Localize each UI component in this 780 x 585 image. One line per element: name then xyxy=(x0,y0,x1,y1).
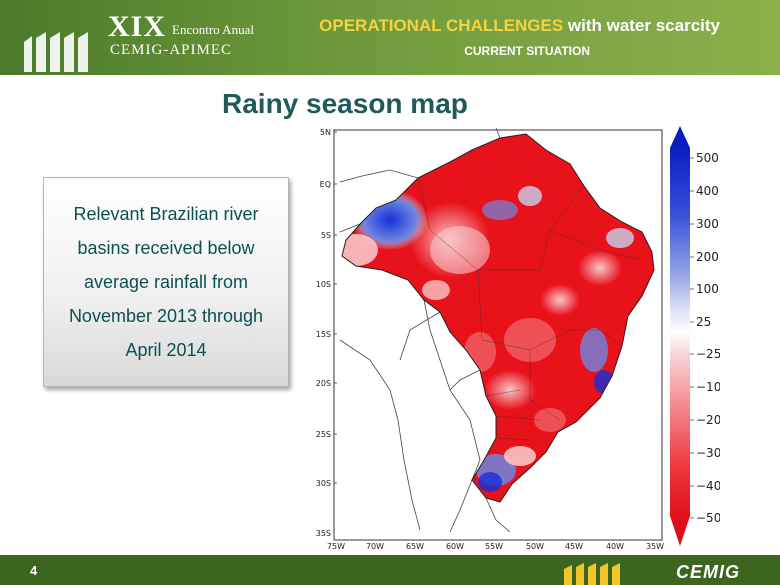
lat-label: EQ xyxy=(320,180,331,189)
page-title: Rainy season map xyxy=(222,88,468,119)
lat-label: 25S xyxy=(316,430,331,439)
legend-label: −400 xyxy=(696,479,720,493)
rainfall-anomaly-map: 5N EQ 5S 10S 15S 20S 25S 30S 35S 75W 70W… xyxy=(316,126,720,550)
lat-label: 35S xyxy=(316,529,331,538)
legend-label: −25 xyxy=(696,347,720,361)
brazil-outline xyxy=(341,133,655,503)
legend-label: 300 xyxy=(696,217,719,231)
event-roman-numeral: XIX xyxy=(108,10,167,43)
lat-label: 15S xyxy=(316,330,331,339)
colorbar-scale xyxy=(670,148,690,516)
lon-label: 75W xyxy=(327,542,345,550)
header-title-rest: with water scarcity xyxy=(563,16,720,35)
lat-label: 30S xyxy=(316,479,331,488)
colorbar-top-arrow xyxy=(670,126,690,148)
legend-label: −200 xyxy=(696,413,720,427)
lon-label: 50W xyxy=(526,542,544,550)
event-subtitle: Encontro Anual xyxy=(172,22,254,37)
legend-label: −500 xyxy=(696,511,720,525)
header-subtitle: CURRENT SITUATION xyxy=(464,44,590,58)
legend-label: 25 xyxy=(696,315,711,329)
lon-label: 60W xyxy=(446,542,464,550)
legend-label: −100 xyxy=(696,380,720,394)
cemig-logo-icon xyxy=(24,32,88,72)
legend-label: 400 xyxy=(696,184,719,198)
footer-bar xyxy=(0,555,780,585)
callout-box: Relevant Brazilian river basins received… xyxy=(43,177,289,387)
lon-label: 35W xyxy=(646,542,664,550)
colorbar-bottom-arrow xyxy=(670,516,690,546)
state-borders xyxy=(417,177,643,441)
lon-label: 55W xyxy=(485,542,503,550)
lat-label: 20S xyxy=(316,379,331,388)
page-number: 4 xyxy=(30,563,38,578)
header-bar: XIX Encontro Anual CEMIG-APIMEC OPERATIO… xyxy=(0,0,780,75)
footer-brand: CEMIG xyxy=(676,562,741,582)
lon-label: 65W xyxy=(406,542,424,550)
event-organization: CEMIG-APIMEC xyxy=(110,42,233,58)
lat-label: 10S xyxy=(316,280,331,289)
colorbar-legend: 500 400 300 200 100 25 −25 −100 −200 −30… xyxy=(670,126,720,546)
lat-label: 5S xyxy=(321,231,331,240)
legend-label: 200 xyxy=(696,250,719,264)
legend-label: 100 xyxy=(696,282,719,296)
callout-text: Relevant Brazilian river basins received… xyxy=(68,204,264,360)
header-title-accent: OPERATIONAL CHALLENGES xyxy=(319,16,564,35)
lon-label: 45W xyxy=(565,542,583,550)
lon-label: 40W xyxy=(606,542,624,550)
lon-label: 70W xyxy=(366,542,384,550)
header-title: OPERATIONAL CHALLENGES with water scarci… xyxy=(319,16,720,36)
lat-label: 5N xyxy=(320,128,331,137)
legend-label: −300 xyxy=(696,446,720,460)
footer-logo-icon xyxy=(564,563,620,585)
legend-label: 500 xyxy=(696,151,719,165)
